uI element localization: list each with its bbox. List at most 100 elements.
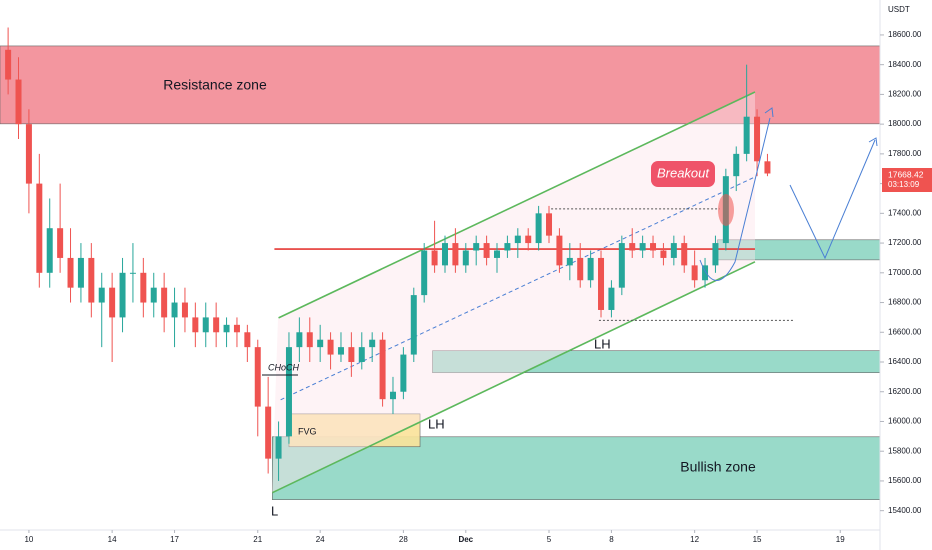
projection (699, 117, 771, 281)
last-price: 17668.42 (888, 169, 924, 179)
x-tick-label: 24 (316, 535, 325, 544)
zone-label: Resistance zone (163, 77, 267, 93)
x-tick-label: 14 (108, 535, 117, 544)
y-tick-label: 16000.00 (888, 417, 922, 426)
y-tick-label: 16800.00 (888, 298, 922, 307)
candle-body (36, 183, 43, 273)
timer: 03:13:09 (888, 180, 920, 189)
price-box (882, 168, 932, 192)
y-tick-label: 15800.00 (888, 446, 922, 455)
candle-body (379, 339, 386, 400)
candle-body (764, 161, 771, 174)
candle-body (494, 250, 501, 258)
trend-line (271, 261, 756, 494)
candle-body (410, 295, 417, 355)
candle-body (441, 243, 448, 266)
candle-body (265, 406, 272, 459)
candle-body (171, 302, 178, 318)
y-tick-label: 18600.00 (888, 30, 922, 39)
arrow-head (764, 107, 774, 118)
x-tick-label: 5 (547, 535, 552, 544)
y-tick-label: 18200.00 (888, 90, 922, 99)
candle-body (421, 250, 428, 296)
candle-body (525, 235, 532, 244)
zones (0, 45, 881, 500)
trend-line (278, 91, 756, 319)
zone (0, 45, 881, 125)
arrow-head (868, 137, 878, 147)
candle-body (129, 272, 136, 274)
zone-label: FVG (298, 426, 317, 436)
candle-body (98, 287, 105, 303)
annotation: LH (594, 336, 611, 351)
candle-body (618, 243, 625, 288)
candle-body (431, 250, 438, 266)
candle-body (161, 287, 168, 318)
candle-body (639, 243, 646, 251)
candle-body (213, 317, 220, 333)
candle-body (514, 235, 521, 244)
annotation: CHoCH (268, 362, 300, 372)
candle-body (181, 302, 188, 318)
candle-body (462, 250, 469, 266)
candle-body (681, 243, 688, 266)
x-tick-label: 19 (836, 535, 845, 544)
x-tick-label: 15 (753, 535, 762, 544)
y-tick-label: 16400.00 (888, 357, 922, 366)
currency: USDT (888, 5, 910, 14)
zone (288, 413, 421, 448)
candle-body (5, 49, 12, 80)
x-tick-label: 17 (170, 535, 179, 544)
candle-body (691, 265, 698, 281)
y-tick-label: 15400.00 (888, 506, 922, 515)
y-tick-label: 17000.00 (888, 268, 922, 277)
y-tick-label: 15600.00 (888, 476, 922, 485)
candle-body (473, 243, 480, 251)
candle-body (587, 257, 594, 281)
y-tick-label: 17400.00 (888, 208, 922, 217)
candle-body (46, 228, 53, 273)
candle-body (119, 272, 126, 318)
candle-body (327, 339, 334, 355)
candle-body (546, 213, 553, 236)
candle-body (712, 243, 719, 266)
x-tick-label: Dec (458, 535, 473, 544)
x-tick-label: 10 (24, 535, 33, 544)
candle-body (25, 124, 32, 184)
candle-body (296, 332, 303, 348)
candle-body (670, 243, 677, 258)
candle-body (389, 391, 396, 400)
candle-body (140, 272, 147, 303)
candle-body (285, 347, 292, 437)
candle-body (67, 257, 74, 288)
candle-body (702, 265, 709, 281)
candle-body (650, 243, 657, 251)
candles (5, 27, 771, 481)
candle-body (452, 243, 459, 266)
breakout-marker (718, 194, 734, 226)
y-tick-label: 16200.00 (888, 387, 922, 396)
y-tick-label: 16600.00 (888, 327, 922, 336)
candle-body (337, 347, 344, 355)
zone (272, 436, 881, 500)
y-tick-label: 18000.00 (888, 119, 922, 128)
candle-body (535, 213, 542, 244)
candle-body (400, 354, 407, 392)
candle-body (358, 347, 365, 363)
candle-body (660, 250, 667, 258)
candle-body (598, 257, 605, 310)
candle-body (556, 235, 563, 266)
y-tick-label: 17200.00 (888, 238, 922, 247)
y-tick-label: 18400.00 (888, 60, 922, 69)
candle-body (577, 257, 584, 281)
x-tick-label: 8 (609, 535, 614, 544)
candle-body (369, 339, 376, 348)
candle-body (77, 257, 84, 288)
annotation: Breakout (657, 165, 710, 180)
candle-body (244, 332, 251, 348)
candle-body (306, 332, 313, 348)
candle-body (192, 317, 199, 333)
candle-body (150, 287, 157, 303)
